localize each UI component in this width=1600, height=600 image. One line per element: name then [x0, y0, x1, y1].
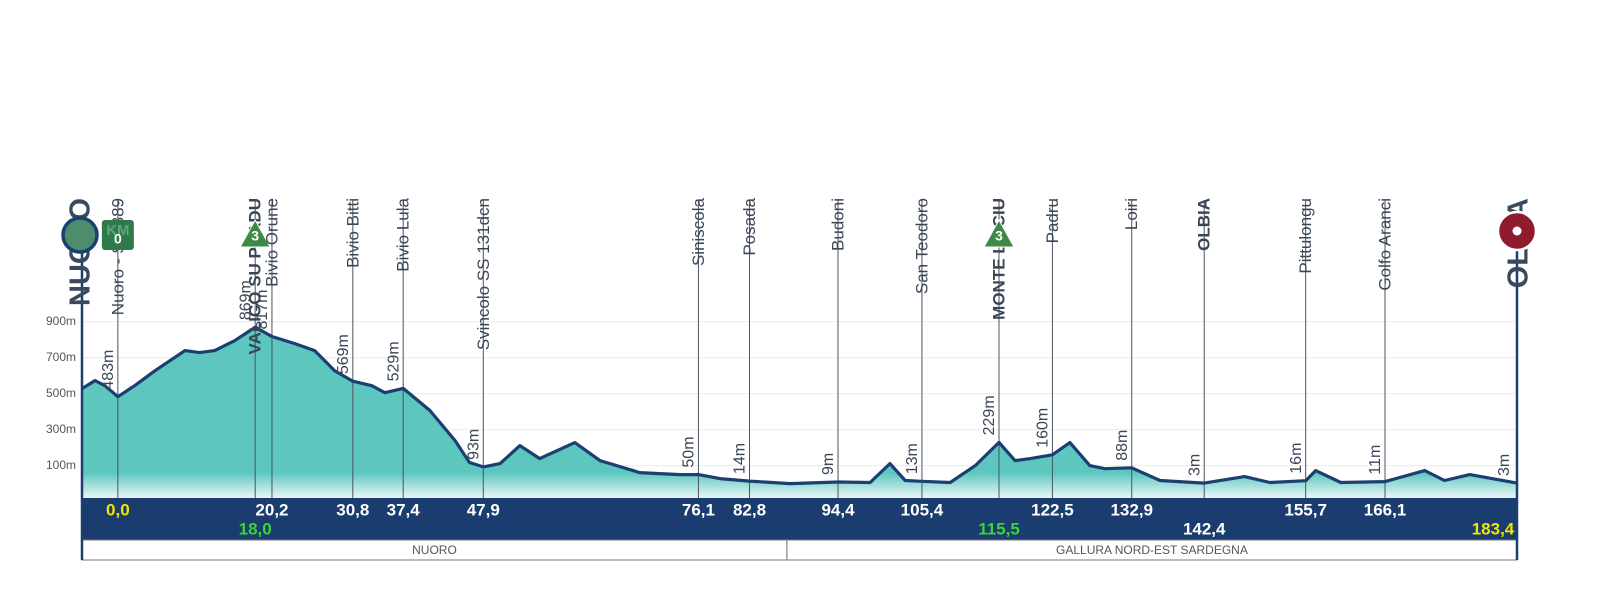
y-tick-label: 900m: [46, 314, 76, 328]
profile-line: [81, 325, 1518, 486]
finish-dot: [1512, 226, 1522, 236]
y-tick-label: 300m: [46, 422, 76, 436]
climb-category: 3: [995, 228, 1003, 244]
altitude-label: 483m: [100, 350, 117, 390]
waypoint-name: OLBIA: [1195, 198, 1214, 251]
altitude-label: 869m: [237, 280, 254, 320]
km-label: 115,5: [978, 519, 1020, 538]
altitude-label: 14m: [732, 443, 749, 474]
km-label: 76,1: [682, 500, 715, 519]
km-label: 142,4: [1183, 519, 1226, 538]
km-label: 30,8: [336, 500, 369, 519]
km-label: 122,5: [1031, 500, 1074, 519]
waypoint-name: MONTE LISCIU: [989, 198, 1008, 320]
km-label: 47,9: [467, 500, 500, 519]
waypoint-name: Bivio Orune: [262, 198, 281, 287]
climb-marker: [239, 218, 272, 248]
region-label: NUORO: [412, 543, 457, 557]
waypoint-name: Nuoro - SS 389: [108, 198, 127, 315]
km-label: 166,1: [1364, 500, 1407, 519]
waypoint-name: Posada: [740, 197, 759, 255]
altitude-label: 3m: [1186, 454, 1203, 476]
km-label: 183,4: [1472, 519, 1515, 538]
altitude-label: 50m: [681, 436, 698, 467]
waypoint-name: San Teodoro: [912, 198, 931, 294]
y-tick-label: 500m: [46, 386, 76, 400]
y-tick-label: 700m: [46, 350, 76, 364]
km-label: 155,7: [1284, 500, 1327, 519]
altitude-label: 11m: [1367, 445, 1384, 475]
altitude-label: 88m: [1114, 430, 1131, 461]
region-label: GALLURA NORD-EST SARDEGNA: [1056, 543, 1248, 557]
km-label: 37,4: [387, 500, 421, 519]
km-label: 105,4: [901, 500, 944, 519]
altitude-label: 229m: [981, 395, 998, 435]
waypoint-name: Budoni: [829, 198, 848, 251]
y-tick-label: 100m: [46, 458, 76, 472]
km-label: 20,2: [255, 500, 288, 519]
altitude-label: 160m: [1035, 408, 1052, 448]
km-label: 132,9: [1110, 500, 1153, 519]
waypoint-name: Golfo Aranci: [1376, 198, 1395, 291]
km0-badge-text: KM: [106, 222, 129, 239]
altitude-label: 529m: [385, 341, 402, 381]
km-label: 18,0: [239, 519, 272, 538]
altitude-label: 16m: [1288, 443, 1305, 474]
profile-area: [82, 327, 1517, 498]
waypoint-name: Loiri: [1122, 198, 1141, 230]
altitude-label: 569m: [335, 334, 352, 374]
climb-marker: [983, 218, 1015, 248]
climb-category: 3: [251, 228, 259, 244]
km0-badge-number: 0: [114, 231, 122, 247]
altitude-label: 13m: [904, 443, 921, 474]
altitude-label: 9m: [820, 453, 837, 475]
km-band: [82, 498, 1517, 540]
km-label: 82,8: [733, 500, 766, 519]
waypoint-name: Bivio Lula: [394, 197, 413, 271]
altitude-label: 817m: [254, 290, 271, 330]
waypoint-name: Padru: [1043, 198, 1062, 243]
altitude-label: 93m: [465, 429, 482, 460]
altitude-label: 3m: [1496, 454, 1513, 476]
waypoint-name: Svincolo SS 131dcn: [474, 198, 493, 350]
start-marker: [61, 216, 99, 254]
waypoint-name: Bivio Bitti: [343, 198, 362, 268]
km-label: 0,0: [106, 500, 130, 519]
waypoint-name: Pittulongu: [1296, 198, 1315, 274]
waypoint-name: Siniscola: [689, 197, 708, 266]
km-label: 94,4: [821, 500, 855, 519]
km0-badge: [101, 220, 134, 250]
